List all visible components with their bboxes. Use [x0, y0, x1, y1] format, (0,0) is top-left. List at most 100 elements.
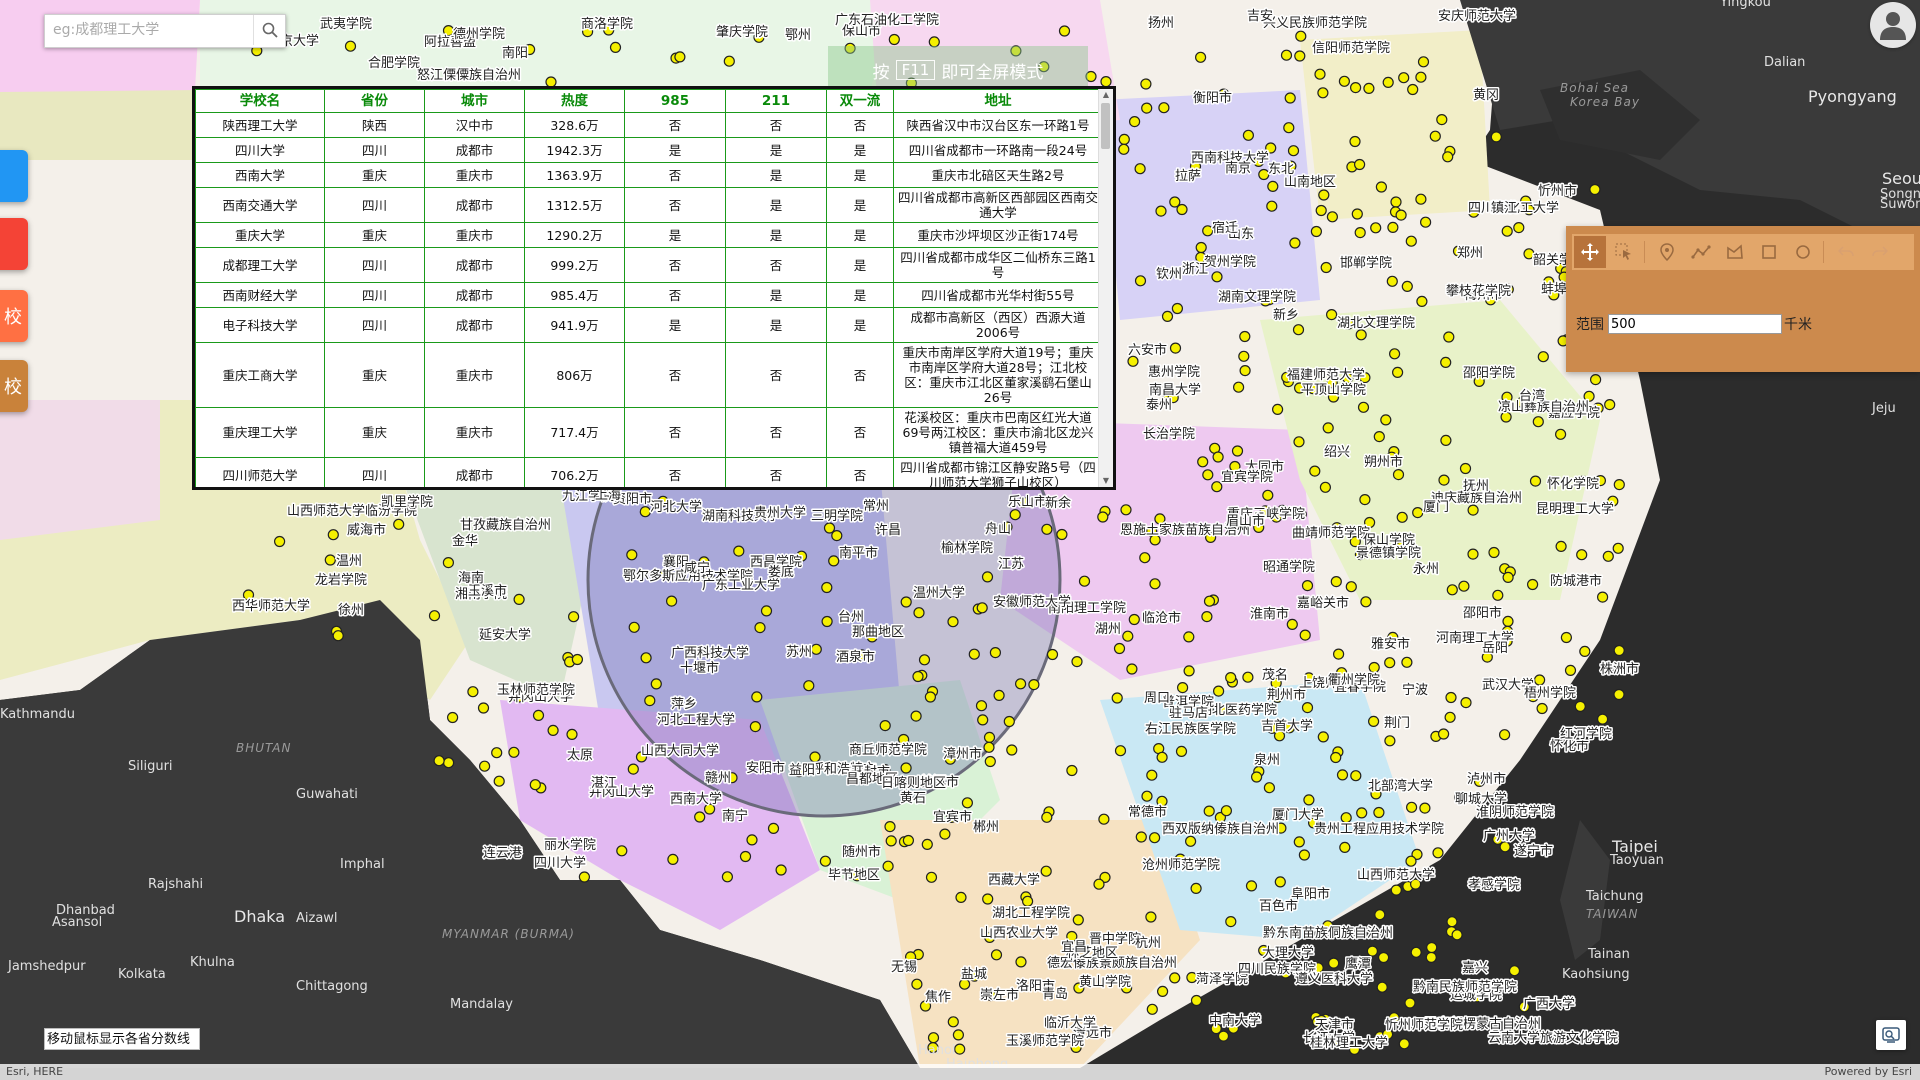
university-marker[interactable]: [1006, 744, 1018, 756]
university-marker[interactable]: [1093, 878, 1105, 890]
university-marker[interactable]: [1335, 667, 1348, 679]
university-marker[interactable]: [1211, 271, 1223, 283]
university-marker[interactable]: [659, 568, 671, 580]
university-marker[interactable]: [1212, 451, 1224, 463]
university-marker[interactable]: [844, 42, 856, 54]
university-marker[interactable]: [1533, 674, 1546, 686]
university-marker[interactable]: [1264, 562, 1276, 574]
university-marker[interactable]: [1374, 909, 1386, 921]
university-marker[interactable]: [428, 610, 441, 622]
university-marker[interactable]: [1359, 494, 1371, 506]
university-marker[interactable]: [566, 728, 578, 741]
university-marker[interactable]: [1056, 528, 1068, 541]
select-tool-button[interactable]: [1608, 236, 1640, 268]
university-marker[interactable]: [1204, 531, 1217, 544]
university-marker[interactable]: [1303, 672, 1315, 684]
university-marker[interactable]: [581, 26, 594, 38]
university-marker[interactable]: [1322, 920, 1334, 932]
university-marker[interactable]: [1229, 460, 1241, 473]
university-marker[interactable]: [1310, 225, 1323, 238]
university-marker[interactable]: [1342, 372, 1354, 384]
university-marker[interactable]: [1328, 1035, 1340, 1047]
university-marker[interactable]: [831, 529, 843, 542]
university-marker[interactable]: [1134, 163, 1146, 175]
university-marker[interactable]: [919, 1000, 932, 1012]
university-marker[interactable]: [1262, 489, 1274, 501]
university-marker[interactable]: [902, 834, 915, 847]
university-marker[interactable]: [1158, 102, 1170, 114]
university-marker[interactable]: [1303, 794, 1315, 806]
university-marker[interactable]: [529, 779, 541, 791]
university-marker[interactable]: [1342, 318, 1354, 330]
university-marker[interactable]: [927, 1032, 940, 1044]
university-marker[interactable]: [1169, 972, 1181, 984]
university-marker[interactable]: [1040, 865, 1052, 877]
university-marker[interactable]: [1301, 701, 1314, 714]
university-marker[interactable]: [1141, 102, 1153, 114]
university-marker[interactable]: [1404, 997, 1416, 1009]
university-marker[interactable]: [1576, 549, 1588, 561]
university-marker[interactable]: [665, 595, 678, 607]
university-marker[interactable]: [1258, 168, 1270, 181]
university-marker[interactable]: [1488, 546, 1500, 559]
university-marker[interactable]: [1314, 68, 1326, 80]
university-marker[interactable]: [1592, 402, 1604, 414]
university-marker[interactable]: [1328, 957, 1340, 969]
university-marker[interactable]: [866, 631, 878, 643]
university-marker[interactable]: [1388, 348, 1401, 360]
university-marker[interactable]: [1294, 50, 1306, 62]
university-marker[interactable]: [1338, 75, 1351, 87]
university-marker[interactable]: [491, 747, 503, 759]
university-marker[interactable]: [1436, 113, 1448, 126]
university-marker[interactable]: [1380, 414, 1392, 426]
pan-tool-button[interactable]: [1574, 236, 1606, 268]
university-marker[interactable]: [1010, 45, 1022, 57]
university-marker[interactable]: [1501, 391, 1513, 403]
table-row[interactable]: 重庆理工大学 重庆 重庆市 717.4万否否否花溪校区：重庆市巴南区红光大道69号两江…: [195, 407, 1099, 458]
university-marker[interactable]: [1293, 836, 1305, 848]
university-marker[interactable]: [1298, 849, 1311, 861]
university-marker[interactable]: [1273, 730, 1286, 742]
university-marker[interactable]: [925, 871, 938, 883]
university-marker[interactable]: [650, 678, 662, 690]
university-marker[interactable]: [1529, 475, 1542, 487]
university-marker[interactable]: [754, 621, 766, 634]
university-marker[interactable]: [1085, 70, 1097, 83]
university-marker[interactable]: [1289, 237, 1301, 249]
university-marker[interactable]: [1271, 691, 1284, 704]
university-marker[interactable]: [921, 838, 933, 851]
university-marker[interactable]: [477, 702, 490, 714]
university-marker[interactable]: [609, 41, 622, 54]
university-marker[interactable]: [828, 555, 840, 567]
university-marker[interactable]: [1194, 51, 1207, 63]
university-marker[interactable]: [1407, 83, 1419, 96]
university-marker[interactable]: [1370, 788, 1382, 800]
university-marker[interactable]: [885, 835, 897, 847]
university-marker[interactable]: [1527, 690, 1539, 703]
university-marker[interactable]: [547, 724, 559, 737]
university-marker[interactable]: [1381, 1028, 1394, 1040]
university-marker[interactable]: [983, 731, 996, 744]
university-marker[interactable]: [578, 871, 591, 883]
university-marker[interactable]: [627, 763, 639, 775]
university-marker[interactable]: [1613, 479, 1625, 491]
university-marker[interactable]: [1425, 951, 1437, 964]
university-marker[interactable]: [324, 554, 336, 566]
university-marker[interactable]: [1596, 713, 1609, 725]
university-marker[interactable]: [961, 797, 974, 809]
table-row[interactable]: 重庆工商大学 重庆 重庆市 806万否否否重庆市南岸区学府大道19号；重庆市南岸区学府…: [195, 342, 1099, 408]
university-marker[interactable]: [1320, 261, 1332, 274]
university-marker[interactable]: [433, 755, 445, 767]
university-marker[interactable]: [1349, 535, 1361, 548]
university-marker[interactable]: [1589, 183, 1601, 196]
university-marker[interactable]: [1392, 469, 1405, 481]
university-marker[interactable]: [1468, 206, 1480, 218]
university-marker[interactable]: [1351, 208, 1363, 220]
university-marker[interactable]: [1318, 189, 1330, 201]
university-marker[interactable]: [1548, 289, 1560, 301]
university-marker[interactable]: [1330, 751, 1342, 764]
university-marker[interactable]: [1322, 422, 1334, 434]
university-marker[interactable]: [1298, 527, 1310, 539]
university-marker[interactable]: [918, 654, 931, 666]
university-marker[interactable]: [751, 691, 763, 703]
